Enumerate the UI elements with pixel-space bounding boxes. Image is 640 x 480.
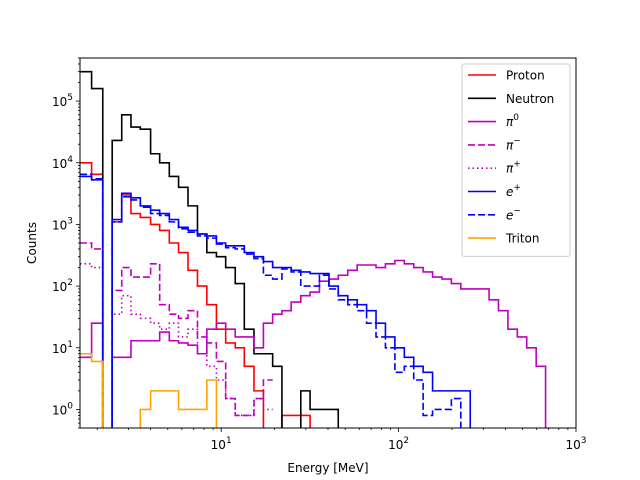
legend-label: e+: [506, 183, 521, 199]
y-tick-label: 105: [52, 93, 73, 109]
x-tick-label: 102: [388, 436, 409, 452]
legend-label: Triton: [505, 232, 540, 246]
legend-label: π0: [506, 113, 519, 129]
legend-label: Proton: [506, 69, 545, 83]
y-tick-label: 104: [52, 155, 73, 171]
x-axis: 101 102 103: [96, 428, 587, 452]
x-tick-label: 103: [565, 436, 586, 452]
series-line-neutron: [80, 70, 340, 428]
x-tick-label: 101: [211, 436, 232, 452]
y-tick-label: 100: [52, 401, 73, 417]
series-line-triton: [80, 352, 218, 428]
y-tick-label: 102: [52, 278, 73, 294]
y-axis-label: Counts: [25, 222, 39, 264]
legend-label: π+: [506, 160, 521, 176]
legend-box: [461, 63, 571, 257]
x-axis-label: Energy [MeV]: [287, 461, 368, 475]
y-tick-label: 103: [52, 216, 73, 232]
series-line-plus: [80, 263, 273, 428]
y-axis: 100 101 102 103 104 105: [52, 57, 80, 429]
legend-label: π−: [506, 136, 521, 152]
legend: Proton Neutron π0 π− π+ e+ e− Triton: [461, 63, 571, 257]
y-tick-label: 101: [52, 340, 73, 356]
legend-label: Neutron: [506, 92, 554, 106]
series-line-e-plus: [80, 175, 472, 428]
series-line-minus: [80, 242, 273, 428]
legend-label: e−: [506, 206, 521, 222]
series-layer: [80, 70, 547, 428]
